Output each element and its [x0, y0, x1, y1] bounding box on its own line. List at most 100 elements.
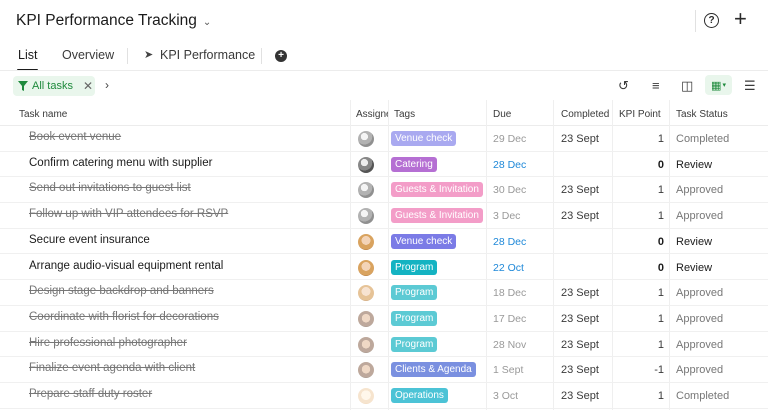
tab-bar: List Overview KPI Performance: [0, 42, 768, 71]
page-title[interactable]: KPI Performance Tracking ⌄: [16, 12, 211, 30]
column-divider: [388, 100, 389, 410]
table-row[interactable]: Prepare staff duty roster Operations 3 Oct…: [0, 383, 768, 409]
status-label[interactable]: Review: [676, 261, 713, 274]
status-label[interactable]: Approved: [676, 184, 724, 197]
tab-divider: [261, 48, 262, 64]
task-name[interactable]: Book event venue: [29, 131, 122, 143]
tab-overview[interactable]: Overview: [62, 48, 115, 62]
task-name[interactable]: Design stage backdrop and banners: [29, 285, 214, 298]
status-label[interactable]: Approved: [676, 338, 724, 351]
kpi-point: 1: [657, 210, 664, 223]
kpi-point: 1: [657, 312, 664, 325]
task-name[interactable]: Prepare staff duty roster: [29, 388, 153, 400]
task-name[interactable]: Finalize event agenda with client: [29, 362, 196, 375]
avatar[interactable]: [358, 388, 374, 404]
task-name[interactable]: Follow up with VIP attendees for RSVP: [29, 208, 229, 221]
due-date[interactable]: 3 Oct: [493, 390, 519, 402]
tag-badge[interactable]: Venue check: [391, 233, 457, 249]
table-view-button[interactable]: ▦ ▾: [705, 75, 732, 95]
chevron-down-icon[interactable]: ⌄: [202, 16, 212, 28]
avatar[interactable]: [358, 182, 374, 199]
column-header-due[interactable]: Due: [493, 109, 512, 120]
tag-badge[interactable]: Program: [391, 310, 438, 326]
status-label[interactable]: Review: [676, 158, 713, 171]
list-lines-icon[interactable]: ≡: [652, 78, 660, 93]
avatar[interactable]: [358, 362, 374, 379]
status-label[interactable]: Approved: [676, 210, 724, 223]
board-view-icon[interactable]: ◫: [681, 78, 694, 93]
add-icon[interactable]: +: [734, 6, 747, 31]
chevron-right-icon[interactable]: ›: [105, 78, 109, 92]
column-header-status[interactable]: Task Status: [676, 109, 728, 120]
kpi-point: 1: [657, 184, 664, 197]
refresh-icon[interactable]: ↺: [618, 78, 629, 93]
completed-date: 23 Sept: [561, 338, 599, 351]
task-name[interactable]: Hire professional photographer: [29, 336, 187, 349]
table-row[interactable]: Hire professional photographer Program 28 …: [0, 332, 768, 358]
due-date[interactable]: 18 Dec: [493, 287, 527, 300]
due-date[interactable]: 28 Dec: [493, 235, 527, 248]
status-label[interactable]: Approved: [676, 312, 724, 325]
tag-badge[interactable]: Program: [391, 259, 438, 275]
due-date[interactable]: 3 Dec: [493, 210, 521, 223]
task-name[interactable]: Arrange audio-visual equipment rental: [29, 259, 224, 272]
status-label[interactable]: Completed: [676, 133, 730, 145]
avatar[interactable]: [358, 208, 374, 225]
table-row[interactable]: Coordinate with florist for decorations P…: [0, 306, 768, 332]
divider: [695, 10, 696, 32]
column-header-assignee[interactable]: Assignee: [356, 109, 389, 120]
column-settings-icon[interactable]: ☰: [744, 78, 756, 93]
tag-badge[interactable]: Guests & Invitation: [391, 182, 483, 198]
completed-date: 23 Sept: [561, 133, 599, 145]
avatar[interactable]: [358, 156, 374, 173]
column-header-completed[interactable]: Completed: [561, 109, 610, 120]
tag-badge[interactable]: Catering: [391, 156, 437, 172]
due-date[interactable]: 1 Sept: [493, 364, 524, 377]
kpi-point: 1: [657, 133, 664, 145]
close-icon[interactable]: ✕: [82, 79, 94, 93]
task-name[interactable]: Confirm catering menu with supplier: [29, 156, 213, 169]
column-header-kpi[interactable]: KPI Point: [619, 109, 661, 120]
task-name[interactable]: Secure event insurance: [29, 233, 150, 246]
table-row[interactable]: Design stage backdrop and banners Program…: [0, 280, 768, 306]
tag-badge[interactable]: Venue check: [391, 131, 457, 146]
completed-date: 23 Sept: [561, 390, 599, 402]
task-name[interactable]: Send out invitations to guest list: [29, 182, 191, 195]
task-name[interactable]: Coordinate with florist for decorations: [29, 310, 219, 323]
table-row[interactable]: Arrange audio-visual equipment rental Pro…: [0, 255, 768, 281]
due-date[interactable]: 17 Dec: [493, 312, 527, 325]
status-label[interactable]: Completed: [676, 390, 730, 402]
avatar[interactable]: [358, 131, 374, 147]
avatar[interactable]: [358, 285, 374, 302]
avatar[interactable]: [358, 233, 374, 250]
due-date[interactable]: 22 Oct: [493, 261, 524, 274]
due-date[interactable]: 30 Dec: [493, 184, 527, 197]
tab-kpi-performance[interactable]: KPI Performance: [160, 48, 256, 62]
status-label[interactable]: Approved: [676, 287, 724, 300]
help-icon[interactable]: ?: [704, 13, 719, 28]
due-date[interactable]: 29 Dec: [493, 133, 527, 145]
due-date[interactable]: 28 Nov: [493, 338, 527, 351]
table-row[interactable]: Book event venue Venue check 29 Dec 23 Sept…: [0, 126, 768, 152]
table-row[interactable]: Finalize event agenda with client Clients…: [0, 357, 768, 383]
status-label[interactable]: Review: [676, 235, 713, 248]
tag-badge[interactable]: Program: [391, 336, 438, 352]
tag-badge[interactable]: Guests & Invitation: [391, 208, 483, 224]
tag-badge[interactable]: Operations: [391, 388, 448, 403]
table-row[interactable]: Send out invitations to guest list Guests…: [0, 177, 768, 204]
table-row[interactable]: Secure event insurance Venue check 28 Dec 0…: [0, 229, 768, 255]
table-row[interactable]: Confirm catering menu with supplier Cater…: [0, 152, 768, 178]
tag-badge[interactable]: Program: [391, 285, 438, 301]
tab-list[interactable]: List: [18, 48, 38, 62]
due-date[interactable]: 28 Dec: [493, 158, 527, 171]
table-row[interactable]: Follow up with VIP attendees for RSVP Gue…: [0, 203, 768, 229]
avatar[interactable]: [358, 310, 374, 327]
avatar[interactable]: [358, 259, 374, 276]
status-label[interactable]: Approved: [676, 364, 724, 377]
tag-badge[interactable]: Clients & Agenda: [391, 362, 476, 378]
column-header-task[interactable]: Task name: [19, 109, 68, 120]
filter-chip[interactable]: All tasks ✕: [13, 76, 95, 96]
column-header-tags[interactable]: Tags: [394, 109, 416, 120]
avatar[interactable]: [358, 336, 374, 353]
add-tab-icon[interactable]: +: [275, 50, 287, 62]
